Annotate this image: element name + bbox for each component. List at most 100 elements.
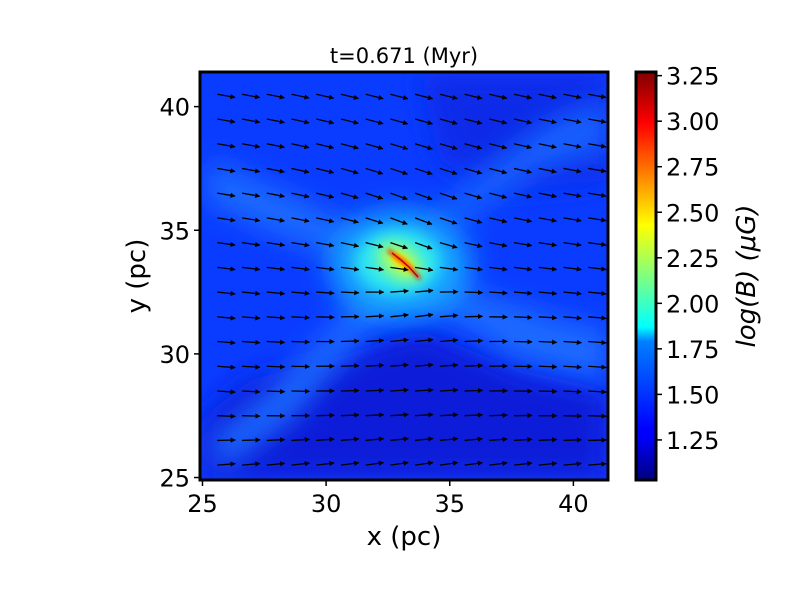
field-arrow	[390, 387, 409, 393]
field-arrow	[439, 436, 459, 442]
field-arrow	[242, 389, 261, 395]
field-arrow	[316, 241, 335, 248]
field-arrow	[340, 436, 360, 442]
field-arrow	[390, 217, 408, 225]
colorbar-label: log(B) (μG)	[732, 205, 762, 348]
field-arrow	[316, 290, 335, 296]
field-arrow	[316, 118, 335, 125]
field-arrow	[217, 167, 236, 174]
field-arrow	[241, 315, 261, 321]
field-arrow	[340, 217, 359, 224]
chart-title: t=0.671 (Myr)	[330, 44, 478, 68]
field-arrow	[241, 118, 261, 124]
field-arrow	[439, 143, 458, 150]
field-arrow	[563, 437, 582, 443]
field-arrow	[217, 290, 236, 297]
field-arrow	[563, 364, 582, 370]
field-arrow	[538, 437, 558, 443]
field-arrow	[316, 143, 335, 150]
field-arrow	[439, 266, 459, 272]
field-arrow	[563, 167, 582, 174]
field-arrow	[439, 192, 458, 200]
field-arrow	[365, 217, 384, 225]
core-filament-line	[391, 252, 419, 278]
y-tick-label: 25	[159, 465, 190, 493]
field-arrow	[538, 461, 558, 467]
field-arrow	[390, 143, 409, 151]
field-arrow	[415, 362, 434, 368]
field-arrow	[489, 143, 508, 150]
field-arrow	[588, 143, 607, 149]
field-arrow	[513, 93, 533, 100]
field-arrow	[513, 143, 533, 150]
field-arrow	[241, 290, 261, 297]
field-arrow	[563, 93, 582, 100]
field-arrow	[563, 118, 582, 125]
field-arrow	[414, 143, 433, 151]
field-arrow	[365, 313, 385, 319]
field-arrow	[217, 266, 236, 272]
field-arrow	[217, 143, 236, 149]
field-arrow	[439, 217, 458, 225]
field-arrow	[316, 314, 335, 320]
field-arrow	[538, 192, 557, 199]
field-arrow	[439, 313, 459, 319]
y-axis-label: y (pc)	[122, 239, 152, 314]
field-arrow	[513, 241, 533, 248]
field-arrow	[563, 389, 582, 395]
field-arrow	[316, 167, 335, 175]
field-arrow	[538, 290, 558, 296]
field-arrow	[588, 413, 607, 419]
field-arrow	[464, 192, 483, 200]
x-tick-label: 30	[311, 490, 342, 518]
field-arrow	[588, 217, 607, 223]
field-arrow	[588, 241, 607, 248]
colorbar-tick-label: 3.25	[666, 63, 719, 91]
field-arrow	[316, 460, 335, 467]
field-arrow	[291, 217, 310, 223]
field-arrow	[538, 339, 558, 345]
field-arrow	[489, 412, 508, 418]
field-arrow	[538, 118, 557, 125]
field-arrow	[538, 364, 558, 370]
y-axis-ticks: 25 30 35 40	[159, 94, 200, 493]
field-arrow	[464, 436, 484, 442]
field-arrow	[390, 167, 408, 176]
field-arrow	[439, 167, 458, 175]
field-arrow	[538, 388, 558, 395]
field-arrow	[291, 314, 310, 321]
field-arrow	[316, 266, 335, 272]
vector-arrows	[217, 93, 607, 467]
field-arrow	[588, 364, 607, 370]
field-arrow	[340, 363, 360, 369]
field-arrow	[217, 389, 236, 395]
field-arrow	[513, 217, 533, 224]
field-arrow	[538, 241, 558, 248]
field-arrow	[415, 288, 434, 294]
field-arrow	[365, 362, 385, 369]
field-arrow	[415, 412, 434, 418]
field-arrow	[588, 389, 607, 395]
field-arrow	[489, 460, 508, 467]
field-arrow	[439, 362, 459, 368]
field-arrow	[588, 167, 607, 174]
field-arrow	[563, 241, 582, 248]
field-arrow	[291, 266, 310, 272]
field-arrow	[316, 436, 335, 443]
field-arrow	[217, 192, 236, 198]
field-arrow	[241, 192, 261, 199]
field-arrow	[514, 314, 533, 320]
field-arrow	[266, 143, 285, 149]
field-arrow	[241, 241, 261, 248]
field-arrow	[588, 315, 607, 321]
field-arrow	[291, 241, 310, 248]
colorbar-tick-label: 2.75	[666, 154, 719, 182]
field-arrow	[390, 460, 409, 466]
field-arrow	[513, 118, 533, 125]
y-tick-label: 40	[159, 94, 190, 122]
field-arrow	[563, 461, 582, 467]
field-arrow	[266, 93, 285, 100]
colorbar-tick-label: 1.75	[666, 336, 719, 364]
field-arrow	[390, 118, 409, 126]
field-arrow	[266, 217, 286, 223]
